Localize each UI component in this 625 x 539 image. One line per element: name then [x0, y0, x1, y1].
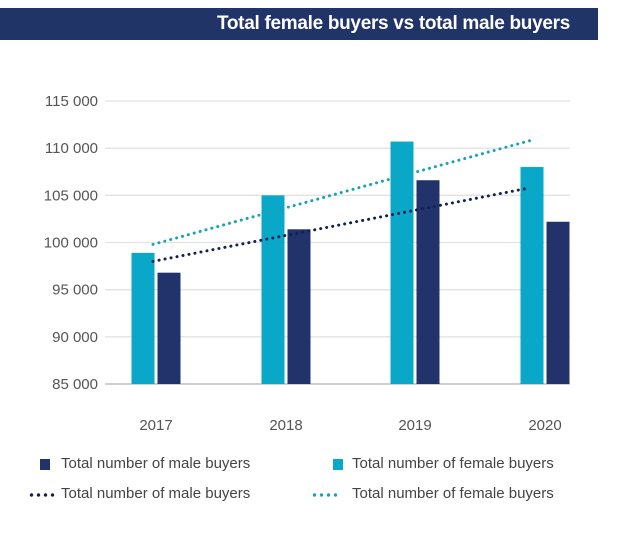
legend-swatch-female-bars	[333, 459, 343, 470]
bar-male	[157, 272, 181, 384]
y-tick-label: 110 000	[45, 140, 98, 157]
bar-female	[261, 195, 285, 384]
bar-female	[520, 167, 544, 384]
y-tick-label: 105 000	[44, 187, 98, 204]
legend-label-female-bars: Total number of female buyers	[352, 455, 554, 472]
x-tick-label: 2017	[139, 417, 172, 434]
bar-male	[546, 221, 570, 384]
trendline-female	[151, 139, 532, 246]
x-tick-label: 2019	[398, 417, 431, 434]
bar-male	[416, 180, 440, 384]
chart-title: Total female buyers vs total male buyers	[216, 13, 570, 34]
y-tick-label: 85 000	[52, 376, 98, 393]
title-bar: Total female buyers vs total male buyers	[0, 8, 598, 40]
y-tick-label: 90 000	[52, 329, 98, 346]
trendline-male	[151, 186, 532, 263]
x-tick-label: 2018	[269, 417, 302, 434]
y-tick-label: 100 000	[44, 235, 98, 252]
bar-male	[287, 229, 311, 384]
x-tick-label: 2020	[528, 417, 561, 434]
legend-swatch-male-bars	[40, 459, 50, 470]
legend-swatch-male-trend	[28, 493, 56, 497]
legend-label-female-trend: Total number of female buyers	[352, 485, 554, 502]
legend-label-male-bars: Total number of male buyers	[61, 455, 251, 472]
y-tick-label: 115 000	[45, 93, 98, 110]
legend-swatch-female-trend	[311, 493, 339, 497]
bar-female	[131, 252, 155, 384]
y-tick-label: 95 000	[52, 282, 98, 299]
bar-female	[390, 141, 414, 384]
legend-label-male-trend: Total number of male buyers	[61, 485, 251, 502]
